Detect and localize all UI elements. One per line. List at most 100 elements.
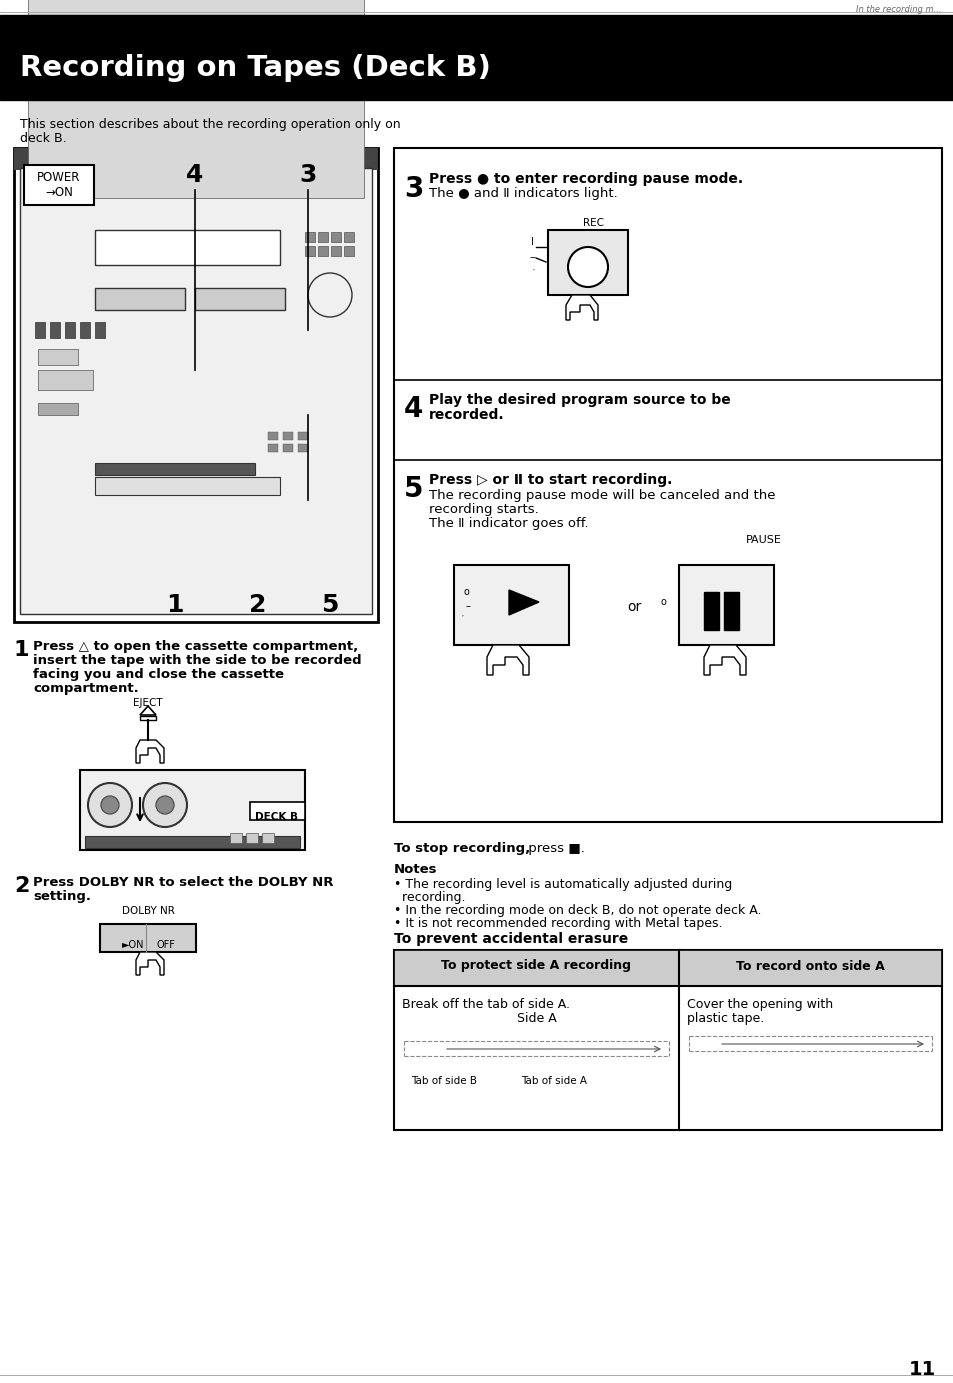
Text: The recording pause mode will be canceled and the: The recording pause mode will be cancele… — [429, 490, 775, 502]
Text: To protect side A recording: To protect side A recording — [441, 960, 631, 972]
Bar — [14, 148, 377, 170]
Text: –: – — [465, 602, 471, 611]
Text: POWER
→ON: POWER →ON — [37, 171, 81, 199]
Bar — [38, 402, 78, 415]
Polygon shape — [486, 644, 529, 675]
Text: Press ● to enter recording pause mode.: Press ● to enter recording pause mode. — [429, 171, 742, 185]
Bar — [95, 230, 280, 266]
Bar — [268, 431, 277, 440]
Text: Side A: Side A — [517, 1012, 556, 1025]
Bar — [703, 592, 719, 631]
Text: or: or — [626, 600, 640, 614]
Circle shape — [88, 783, 132, 827]
Polygon shape — [136, 740, 164, 763]
Text: ►ON: ►ON — [122, 940, 144, 950]
Text: plastic tape.: plastic tape. — [686, 1012, 763, 1025]
Text: recording.: recording. — [394, 891, 465, 904]
Bar — [394, 950, 941, 1130]
Text: • In the recording mode on deck B, do not operate deck A.: • In the recording mode on deck B, do no… — [394, 904, 760, 917]
Text: 1: 1 — [166, 593, 184, 617]
Bar — [344, 232, 354, 242]
Text: ′: ′ — [461, 615, 463, 624]
Text: Press DOLBY NR to select the DOLBY NR: Press DOLBY NR to select the DOLBY NR — [33, 875, 334, 889]
Circle shape — [567, 248, 607, 288]
Bar — [317, 232, 328, 242]
Bar — [100, 924, 195, 952]
Text: Play the desired program source to be: Play the desired program source to be — [429, 393, 730, 407]
Text: o: o — [463, 586, 470, 597]
Circle shape — [308, 272, 352, 317]
Text: DECK B: DECK B — [255, 812, 298, 822]
Text: • It is not recommended recording with Metal tapes.: • It is not recommended recording with M… — [394, 917, 721, 929]
Text: REC: REC — [583, 219, 604, 228]
Text: This section describes about the recording operation only on: This section describes about the recordi… — [20, 118, 400, 131]
Bar — [454, 566, 568, 644]
Bar — [250, 802, 305, 820]
Bar — [394, 148, 941, 822]
Text: The Ⅱ indicator goes off.: The Ⅱ indicator goes off. — [429, 517, 588, 530]
Text: deck B.: deck B. — [20, 131, 67, 145]
Text: 2: 2 — [249, 593, 267, 617]
Bar — [344, 246, 354, 256]
Bar — [80, 322, 90, 337]
Text: –: – — [529, 252, 535, 261]
Text: recorded.: recorded. — [429, 408, 504, 422]
Bar — [723, 592, 739, 631]
Bar — [268, 444, 277, 452]
Bar — [305, 232, 314, 242]
Text: I: I — [530, 236, 533, 248]
Bar — [547, 230, 627, 295]
Bar — [28, 0, 364, 198]
Text: • The recording level is automatically adjusted during: • The recording level is automatically a… — [394, 878, 732, 891]
Text: 5: 5 — [403, 474, 423, 503]
Bar — [394, 950, 941, 986]
Bar — [283, 431, 293, 440]
Text: Press △ to open the cassette compartment,: Press △ to open the cassette compartment… — [33, 640, 358, 653]
Bar — [95, 322, 105, 337]
Bar — [0, 15, 953, 100]
Polygon shape — [140, 705, 156, 715]
Bar — [14, 148, 377, 622]
Bar — [679, 566, 773, 644]
Bar — [50, 322, 60, 337]
Text: PAUSE: PAUSE — [745, 535, 781, 545]
Bar — [24, 165, 94, 205]
Text: EJECT: EJECT — [133, 698, 163, 708]
Bar — [20, 167, 372, 614]
Text: Cover the opening with: Cover the opening with — [686, 999, 832, 1011]
Bar — [283, 444, 293, 452]
Text: 4: 4 — [403, 396, 423, 423]
Text: insert the tape with the side to be recorded: insert the tape with the side to be reco… — [33, 654, 361, 667]
Text: recording starts.: recording starts. — [429, 503, 538, 516]
Bar — [65, 322, 75, 337]
Text: 2: 2 — [14, 875, 30, 896]
Text: Tab of side B: Tab of side B — [411, 1076, 476, 1086]
Bar — [230, 833, 242, 844]
Text: 3: 3 — [299, 163, 316, 187]
Bar — [331, 246, 340, 256]
Circle shape — [156, 797, 173, 815]
Text: ′: ′ — [533, 268, 535, 277]
Circle shape — [143, 783, 187, 827]
Bar — [331, 232, 340, 242]
Bar — [85, 835, 299, 848]
Text: 5: 5 — [321, 593, 338, 617]
Text: Press ▷ or Ⅱ to start recording.: Press ▷ or Ⅱ to start recording. — [429, 473, 672, 487]
Bar — [35, 322, 45, 337]
Polygon shape — [509, 591, 538, 615]
Text: OFF: OFF — [156, 940, 175, 950]
Text: To prevent accidental erasure: To prevent accidental erasure — [394, 932, 628, 946]
Text: facing you and close the cassette: facing you and close the cassette — [33, 668, 284, 680]
Bar — [95, 463, 254, 474]
Bar — [80, 770, 305, 851]
Text: Notes: Notes — [394, 863, 437, 875]
Text: DOLBY NR: DOLBY NR — [121, 906, 174, 916]
Text: setting.: setting. — [33, 891, 91, 903]
Polygon shape — [136, 952, 164, 975]
Polygon shape — [565, 295, 598, 319]
Bar — [194, 288, 285, 310]
Text: 4: 4 — [186, 163, 204, 187]
Bar — [246, 833, 257, 844]
Bar — [38, 349, 78, 365]
Bar — [95, 288, 185, 310]
